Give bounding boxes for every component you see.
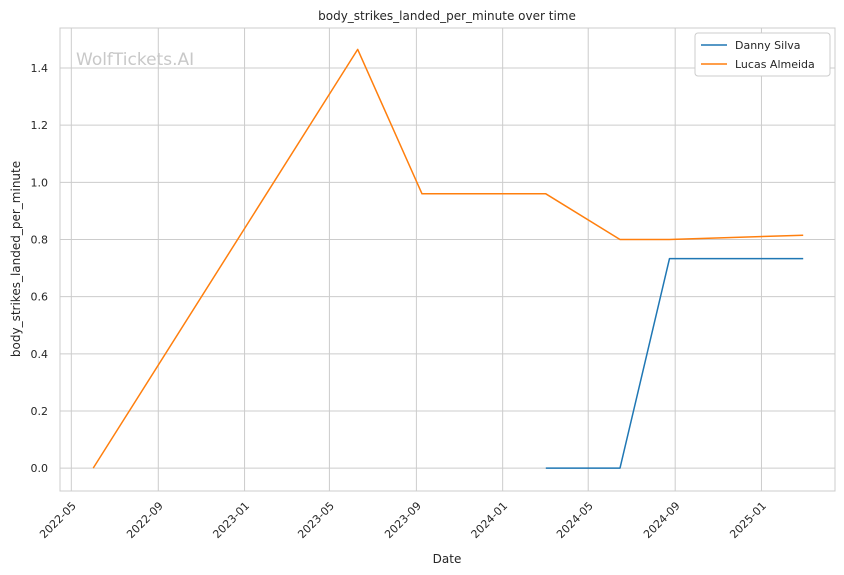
legend-label-lucas-almeida: Lucas Almeida xyxy=(735,58,815,71)
legend-box xyxy=(694,32,831,77)
series-lines xyxy=(92,48,804,469)
y-tick-label: 0.8 xyxy=(31,233,49,246)
grid-lines xyxy=(60,28,835,491)
y-tick-label: 0.2 xyxy=(31,405,49,418)
watermark: WolfTickets.AI xyxy=(76,50,194,70)
y-tick-label: 1.2 xyxy=(31,119,49,132)
legend-label-danny-silva: Danny Silva xyxy=(735,39,801,52)
y-tick-label: 0.6 xyxy=(31,291,49,304)
chart-title: body_strikes_landed_per_minute over time xyxy=(318,9,576,23)
y-axis-ticks: 0.0 0.2 0.4 0.6 0.8 1.0 1.2 1.4 xyxy=(31,62,49,475)
y-tick-label: 0.4 xyxy=(31,348,49,361)
x-axis-title: Date xyxy=(433,552,462,566)
y-tick-label: 0.0 xyxy=(31,462,49,475)
y-tick-label: 1.4 xyxy=(31,62,49,75)
y-tick-label: 1.0 xyxy=(31,176,49,189)
plot-area xyxy=(59,27,836,492)
y-axis-title: body_strikes_landed_per_minute xyxy=(9,161,23,357)
series-line-lucas-almeida xyxy=(92,48,804,469)
series-line-danny-silva xyxy=(545,257,804,469)
legend: Danny Silva Lucas Almeida xyxy=(694,32,831,77)
